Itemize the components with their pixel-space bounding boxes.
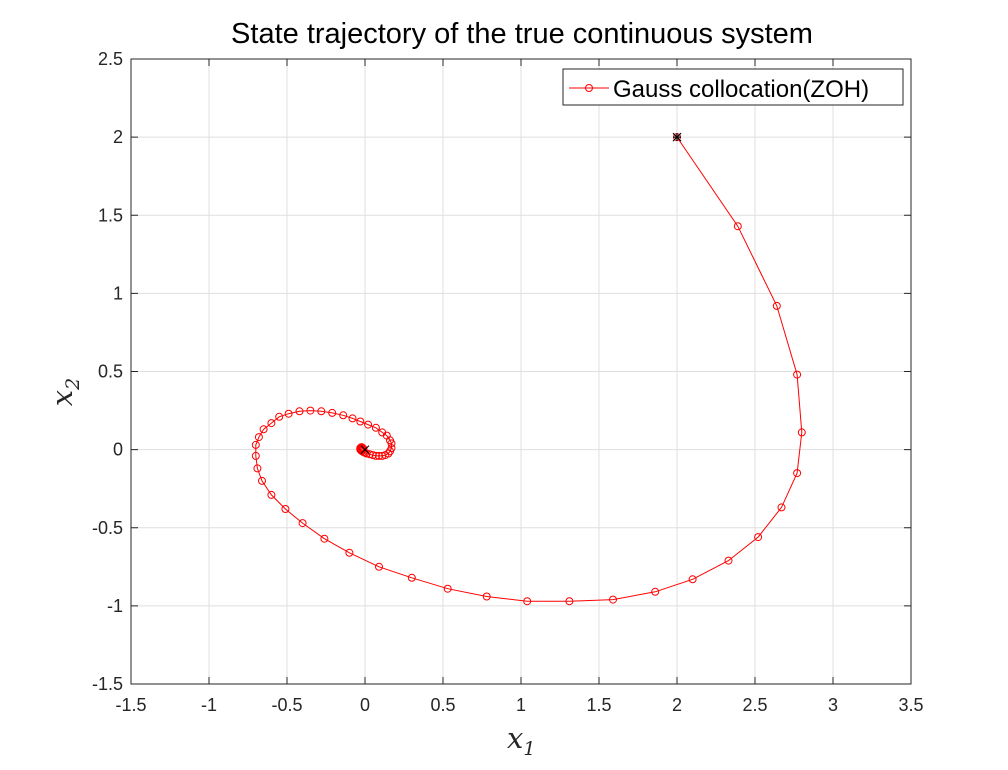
x-tick-label: 1: [516, 695, 526, 715]
data-point-marker: [523, 597, 532, 606]
data-point-marker: [251, 440, 260, 449]
x-tick-label: 3: [828, 695, 838, 715]
legend-label: Gauss collocation(ZOH): [613, 76, 869, 103]
data-point-marker: [386, 447, 394, 456]
y-axis-label-subscript: 2: [62, 378, 84, 391]
data-point-marker: [565, 597, 574, 606]
data-point-marker: [364, 420, 373, 429]
data-point-marker: [267, 419, 276, 428]
data-point-marker: [609, 595, 617, 604]
x-axis-label-main: x: [507, 721, 523, 755]
x-tick-label: 0.5: [430, 695, 455, 715]
y-tick-labels: -1.5 -1 -0.5 0 0.5 1 1.5 2 2.5: [92, 49, 123, 694]
data-point-marker: [651, 587, 660, 596]
chart-title: State trajectory of the true continuous …: [231, 18, 813, 50]
target-point-marker: [360, 445, 370, 454]
legend-box: [562, 68, 904, 106]
y-axis-label-main: x: [45, 390, 79, 406]
y-axis-label-group: x2: [45, 378, 84, 406]
data-point-marker: [295, 407, 304, 416]
legend-marker-circle: [585, 84, 593, 92]
x-axis-label: x1: [507, 721, 535, 760]
data-point-marker: [251, 451, 260, 460]
x-tick-label: 0: [360, 695, 370, 715]
start-point-marker: [672, 132, 682, 142]
y-axis-label: x2: [45, 378, 84, 406]
data-point-marker: [348, 414, 357, 423]
x-tick-labels: -1.5 -1 -0.5 0 0.5 1 1.5 2 2.5 3 3.5: [115, 695, 923, 715]
data-point-marker: [259, 425, 268, 434]
y-tick-label: 0.5: [98, 362, 123, 382]
data-point-marker: [356, 417, 365, 426]
data-point-marker: [320, 534, 329, 543]
data-point-marker: [688, 575, 697, 584]
x-tick-label: -1.5: [115, 695, 146, 715]
data-point-marker: [387, 439, 396, 448]
y-tick-label: 1: [113, 283, 123, 303]
data-point-marker: [306, 406, 315, 415]
data-point-marker: [793, 370, 802, 379]
data-point-marker: [359, 444, 368, 453]
data-point-marker: [482, 592, 491, 601]
data-point-marker: [375, 451, 383, 460]
data-point-marker: [777, 503, 786, 512]
y-tick-label: -1: [107, 596, 123, 616]
data-point-marker: [254, 433, 263, 442]
x-tick-label: 2: [672, 695, 682, 715]
data-point-marker: [793, 469, 802, 478]
data-point-marker: [381, 451, 390, 460]
legend: Gauss collocation(ZOH): [562, 68, 904, 106]
data-point-marker: [754, 533, 763, 542]
data-point-marker: [339, 411, 348, 420]
target-point-marker-stroke: [360, 445, 370, 454]
x-tick-label: 2.5: [742, 695, 767, 715]
x-tick-label: 3.5: [898, 695, 923, 715]
data-point-marker: [281, 505, 290, 513]
y-tick-label: 0: [113, 440, 123, 460]
series-layer: [251, 133, 806, 606]
data-point-marker: [407, 573, 416, 582]
marker-layer: [360, 132, 682, 454]
x-axis-label-subscript: 1: [523, 738, 535, 760]
data-point-marker: [284, 409, 293, 418]
data-point-marker: [724, 556, 733, 565]
x-tick-label: -1: [201, 695, 217, 715]
data-point-marker: [298, 519, 307, 528]
x-tick-label: 1.5: [586, 695, 611, 715]
data-point-marker: [375, 562, 383, 571]
y-tick-label: 1.5: [98, 205, 123, 225]
data-point-marker: [378, 451, 387, 460]
data-point-marker: [275, 412, 284, 421]
y-tick-label: -0.5: [92, 518, 123, 538]
data-point-marker: [317, 407, 326, 416]
start-point-marker-stroke: [672, 132, 682, 142]
axis-ticks: [130, 58, 912, 685]
y-tick-label: -1.5: [92, 674, 123, 694]
data-point-marker: [443, 584, 452, 593]
y-tick-label: 2: [113, 127, 123, 147]
data-point-marker: [267, 490, 276, 499]
y-tick-label: 2.5: [98, 49, 123, 69]
data-point-marker: [733, 222, 742, 231]
data-point-marker: [345, 548, 354, 557]
data-point-marker: [357, 443, 366, 452]
data-point-marker: [328, 408, 337, 417]
data-point-marker: [797, 428, 806, 437]
x-tick-label: -0.5: [271, 695, 302, 715]
data-point-marker: [371, 423, 380, 432]
data-point-marker: [253, 464, 262, 473]
data-point-marker: [258, 476, 266, 485]
data-point-marker: [772, 301, 781, 310]
